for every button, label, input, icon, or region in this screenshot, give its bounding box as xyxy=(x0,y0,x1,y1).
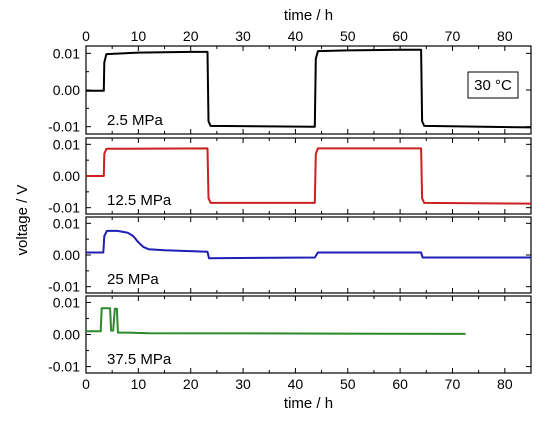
panel-1: -0.01 0.00 0.01 2.5 MPa xyxy=(48,45,532,135)
top-x-axis-title: time / h xyxy=(284,7,333,24)
y-tick-label: 0.00 xyxy=(53,82,80,98)
y-tick-label: 0.01 xyxy=(53,136,80,152)
bottom-x-tick-label: 60 xyxy=(392,376,408,392)
panel-3: -0.01 0.00 0.01 25 MPa xyxy=(48,215,532,295)
bottom-x-tick-label: 50 xyxy=(340,376,356,392)
top-x-tick-label: 80 xyxy=(497,28,513,44)
y-tick-label: -0.01 xyxy=(48,119,80,135)
y-tick-label: 0.01 xyxy=(53,215,80,231)
y-tick-label: 0.00 xyxy=(53,327,80,343)
top-x-axis: 0 10 20 30 40 50 60 70 80 xyxy=(82,28,513,44)
bottom-x-tick-label: 0 xyxy=(82,376,90,392)
y-tick-label: -0.01 xyxy=(48,359,80,375)
top-x-tick-label: 0 xyxy=(82,28,90,44)
panel-label: 25 MPa xyxy=(107,271,159,288)
bottom-x-tick-label: 20 xyxy=(183,376,199,392)
y-axis-title: voltage / V xyxy=(14,185,31,256)
series-line-4 xyxy=(86,307,466,335)
y-tick-label: 0.01 xyxy=(53,45,80,61)
bottom-x-axis-title: time / h xyxy=(284,395,333,412)
panel-label: 2.5 MPa xyxy=(107,112,164,129)
top-x-tick-label: 70 xyxy=(445,28,461,44)
top-x-tick-label: 60 xyxy=(392,28,408,44)
bottom-x-tick-label: 30 xyxy=(235,376,251,392)
y-tick-label: 0.00 xyxy=(53,168,80,184)
top-x-tick-label: 40 xyxy=(288,28,304,44)
series-line-1 xyxy=(86,48,532,129)
bottom-x-tick-label: 10 xyxy=(131,376,147,392)
bottom-x-tick-label: 80 xyxy=(497,376,513,392)
bottom-x-tick-label: 40 xyxy=(288,376,304,392)
panel-4: -0.01 0.00 0.01 37.5 MPa xyxy=(48,294,532,375)
panel-label: 12.5 MPa xyxy=(107,192,172,209)
y-tick-label: -0.01 xyxy=(48,279,80,295)
panel-label: 37.5 MPa xyxy=(107,351,172,368)
top-x-tick-label: 30 xyxy=(235,28,251,44)
bottom-x-axis: 0 10 20 30 40 50 60 70 80 xyxy=(82,376,513,392)
series-line-2 xyxy=(86,147,532,205)
series-line-3 xyxy=(86,229,531,260)
top-x-tick-label: 50 xyxy=(340,28,356,44)
y-tick-label: 0.00 xyxy=(53,247,80,263)
panels: -0.01 0.00 0.01 2.5 MPa -0.01 0.00 0.01 12.5 MP… xyxy=(48,45,532,375)
temperature-label: 30 °C xyxy=(474,77,512,94)
top-x-tick-label: 10 xyxy=(131,28,147,44)
y-tick-label: 0.01 xyxy=(53,294,80,310)
temperature-box xyxy=(467,71,519,99)
panel-2: -0.01 0.00 0.01 12.5 MPa xyxy=(48,136,532,216)
y-tick-label: -0.01 xyxy=(48,200,80,216)
top-x-tick-label: 20 xyxy=(183,28,199,44)
temperature-annotation: 30 °C xyxy=(467,71,519,99)
bottom-x-tick-label: 70 xyxy=(445,376,461,392)
